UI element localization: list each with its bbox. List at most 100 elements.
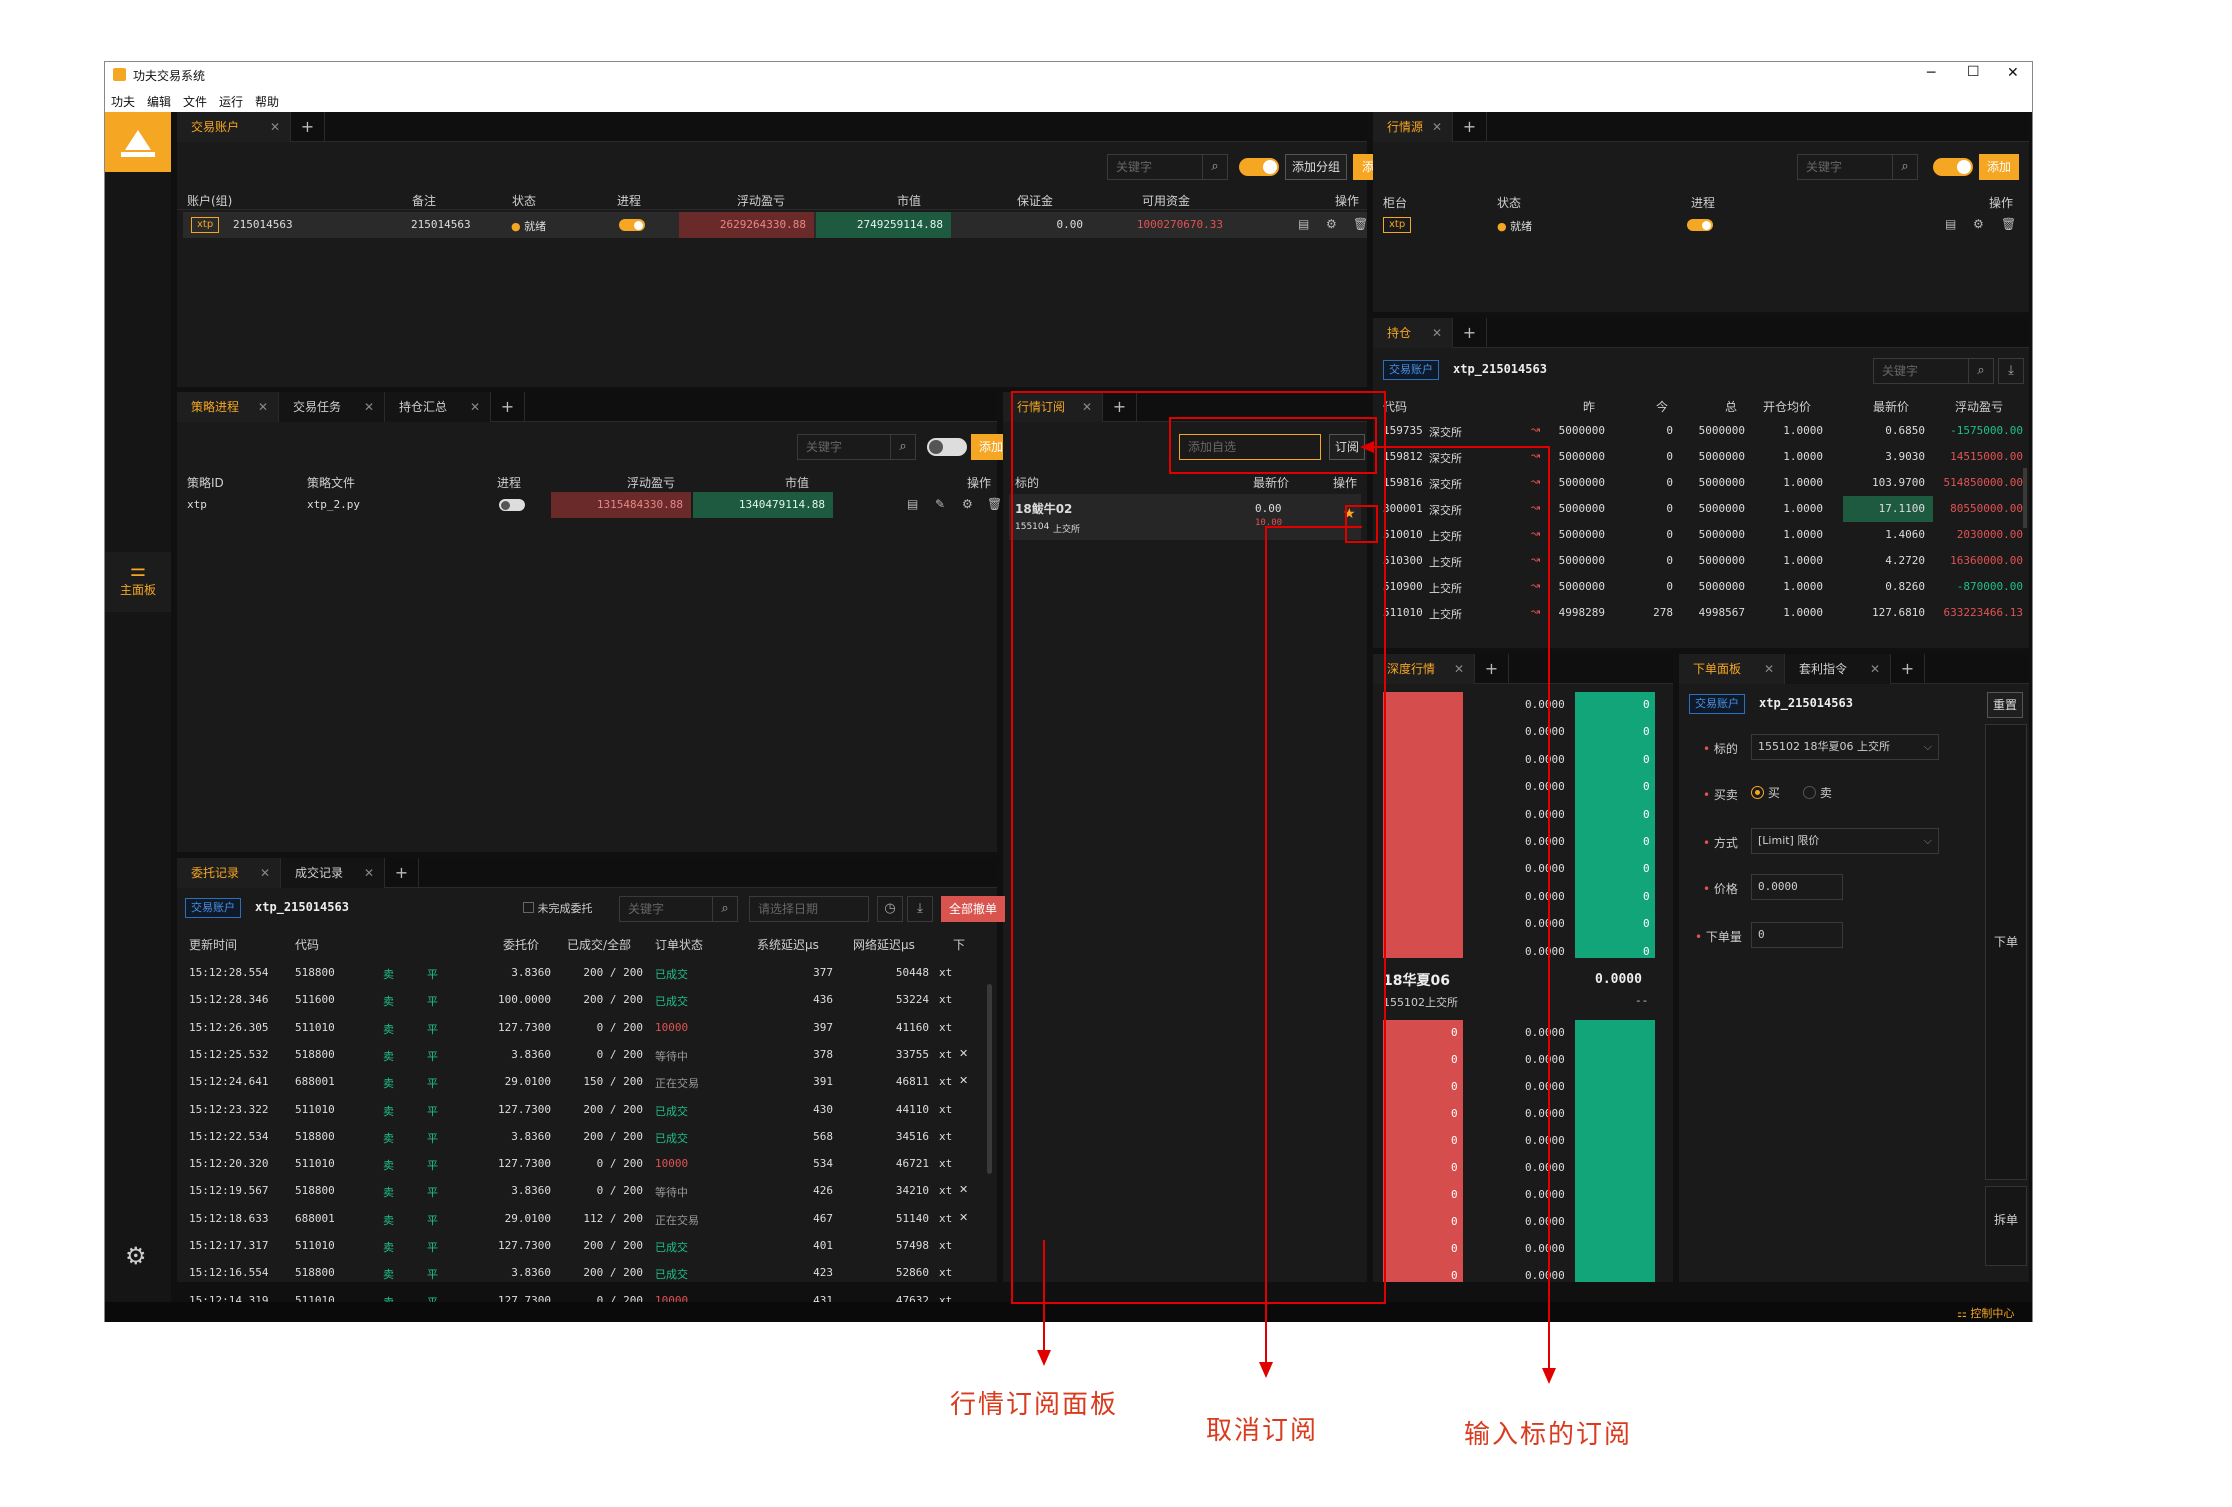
delete-icon[interactable]: 🗑 bbox=[987, 497, 1003, 511]
main-panel-nav[interactable]: ⚌ 主面板 bbox=[105, 552, 171, 612]
strategy-row[interactable]: xtp xtp_2.py 1315484330.88 1340479114.88… bbox=[177, 492, 1002, 518]
account-process-toggle[interactable] bbox=[619, 219, 645, 231]
position-row[interactable]: 511010 上交所 ↝ 4998289 278 4998567 1.0000 127.681… bbox=[1373, 600, 2029, 626]
quantity-input[interactable]: 0 bbox=[1751, 922, 1843, 948]
order-row[interactable]: 15:12:25.532 518800 卖 平 3.8360 0 / 200 等待中 378 3… bbox=[177, 1042, 977, 1068]
tab-strategy-process[interactable]: 策略进程 ✕ bbox=[177, 392, 279, 422]
orders-scrollbar[interactable] bbox=[987, 984, 992, 1174]
source-row[interactable]: xtp ● 就绪 ▤ ⚙ 🗑 bbox=[1373, 212, 2029, 238]
tab-order-records[interactable]: 委托记录 ✕ bbox=[177, 858, 281, 888]
position-row[interactable]: 159735 深交所 ↝ 5000000 0 5000000 1.0000 0.6850 -15… bbox=[1373, 418, 2029, 444]
add-tab-button[interactable]: + bbox=[1453, 318, 1487, 348]
position-row[interactable]: 510900 上交所 ↝ 5000000 0 5000000 1.0000 0.8260 -87… bbox=[1373, 574, 2029, 600]
tab-market-source[interactable]: 行情源 ✕ bbox=[1373, 112, 1453, 142]
menu-edit[interactable]: 编辑 bbox=[147, 95, 172, 109]
strategy-toggle[interactable] bbox=[927, 438, 967, 456]
position-row[interactable]: 510300 上交所 ↝ 5000000 0 5000000 1.0000 4.2720 163… bbox=[1373, 548, 2029, 574]
account-toggle[interactable] bbox=[1239, 158, 1279, 176]
order-row[interactable]: 15:12:17.317 511010 卖 平 127.7300 200 / 200 已成交… bbox=[177, 1233, 977, 1259]
edit-icon[interactable]: ✎ bbox=[935, 497, 946, 511]
date-picker[interactable]: 请选择日期 bbox=[749, 896, 869, 922]
position-row[interactable]: 510010 上交所 ↝ 5000000 0 5000000 1.0000 1.4060 203… bbox=[1373, 522, 2029, 548]
position-search-input[interactable]: 关键字 bbox=[1873, 358, 1969, 384]
order-row[interactable]: 15:12:22.534 518800 卖 平 3.8360 200 / 200 已成交 56… bbox=[177, 1124, 977, 1150]
source-search-input[interactable]: 关键字 bbox=[1797, 154, 1893, 180]
position-row[interactable]: 300001 深交所 ↝ 5000000 0 5000000 1.0000 17.1100 80… bbox=[1373, 496, 2029, 522]
source-toggle[interactable] bbox=[1933, 158, 1973, 176]
subscribe-input[interactable]: 添加自选 bbox=[1179, 434, 1321, 460]
account-search-input[interactable]: 关键字 bbox=[1107, 154, 1203, 180]
tab-trade-account[interactable]: 交易账户 ✕ bbox=[177, 112, 291, 142]
add-source-button[interactable]: 添加 bbox=[1979, 154, 2019, 180]
cancel-order-icon[interactable]: ✕ bbox=[959, 1210, 969, 1224]
order-row[interactable]: 15:12:28.554 518800 卖 平 3.8360 200 / 200 已成交 37… bbox=[177, 960, 977, 986]
search-icon[interactable]: ⌕ bbox=[712, 896, 738, 922]
document-icon[interactable]: ▤ bbox=[1945, 217, 1957, 231]
symbol-select[interactable]: 155102 18华夏06 上交所 ⌵ bbox=[1751, 734, 1939, 760]
add-tab-button[interactable]: + bbox=[1103, 392, 1137, 422]
add-tab-button[interactable]: + bbox=[1891, 654, 1925, 684]
history-icon[interactable]: ◷ bbox=[877, 896, 903, 922]
control-center-link[interactable]: ⚏ 控制中心 bbox=[1957, 1307, 2015, 1320]
download-icon[interactable]: ⤓ bbox=[1998, 358, 2024, 384]
gear-icon[interactable]: ⚙ bbox=[962, 497, 973, 511]
order-row[interactable]: 15:12:18.633 688001 卖 平 29.0100 112 / 200 正在交易… bbox=[177, 1206, 977, 1232]
cancel-order-icon[interactable]: ✕ bbox=[959, 1046, 969, 1060]
kungfu-logo[interactable] bbox=[105, 112, 171, 172]
order-row[interactable]: 15:12:24.641 688001 卖 平 29.0100 150 / 200 正在交易… bbox=[177, 1069, 977, 1095]
account-row[interactable]: xtp 215014563 215014563 ● 就绪 2629264330.… bbox=[183, 212, 1369, 238]
delete-icon[interactable]: 🗑 bbox=[2001, 217, 2017, 231]
cancel-order-icon[interactable]: ✕ bbox=[959, 1183, 969, 1197]
cancel-all-button[interactable]: 全部撤单 bbox=[941, 896, 1005, 922]
strategy-search-input[interactable]: 关键字 bbox=[797, 434, 891, 460]
tab-position[interactable]: 持仓 ✕ bbox=[1373, 318, 1453, 348]
order-row[interactable]: 15:12:28.346 511600 卖 平 100.0000 200 / 200 已成交… bbox=[177, 987, 977, 1013]
document-icon[interactable]: ▤ bbox=[907, 497, 919, 511]
reset-button[interactable]: 重置 bbox=[1987, 692, 2023, 718]
position-scrollbar[interactable] bbox=[2023, 468, 2027, 528]
menu-kungfu[interactable]: 功夫 bbox=[111, 95, 136, 109]
unfinished-checkbox[interactable]: 未完成委托 bbox=[523, 900, 593, 916]
position-row[interactable]: 159816 深交所 ↝ 5000000 0 5000000 1.0000 103.9700 5… bbox=[1373, 470, 2029, 496]
tab-trade-task[interactable]: 交易任务 ✕ bbox=[279, 392, 385, 422]
close-button[interactable]: ✕ bbox=[2007, 65, 2019, 81]
document-icon[interactable]: ▤ bbox=[1298, 217, 1310, 231]
delete-icon[interactable]: 🗑 bbox=[1353, 217, 1369, 231]
search-icon[interactable]: ⌕ bbox=[1202, 154, 1228, 180]
order-row[interactable]: 15:12:23.322 511010 卖 平 127.7300 200 / 200 已成交… bbox=[177, 1097, 977, 1123]
source-process-toggle[interactable] bbox=[1687, 219, 1713, 231]
tab-trade-records[interactable]: 成交记录 ✕ bbox=[281, 858, 385, 888]
add-tab-button[interactable]: + bbox=[491, 392, 525, 422]
add-tab-button[interactable]: + bbox=[1475, 654, 1509, 684]
order-type-select[interactable]: [Limit] 限价 ⌵ bbox=[1751, 828, 1939, 854]
sell-radio[interactable]: 卖 bbox=[1803, 784, 1832, 801]
buy-radio[interactable]: 买 bbox=[1751, 784, 1780, 801]
gear-icon[interactable]: ⚙ bbox=[1973, 217, 1984, 231]
add-tab-button[interactable]: + bbox=[385, 858, 419, 888]
add-tab-button[interactable]: + bbox=[291, 112, 325, 142]
menu-run[interactable]: 运行 bbox=[219, 95, 244, 109]
download-icon[interactable]: ⤓ bbox=[907, 896, 933, 922]
orders-search-input[interactable]: 关键字 bbox=[619, 896, 713, 922]
menu-file[interactable]: 文件 bbox=[183, 95, 208, 109]
minimize-button[interactable]: ─ bbox=[1927, 65, 1936, 81]
settings-icon[interactable]: ⚙ bbox=[125, 1242, 147, 1270]
add-group-button[interactable]: 添加分组 bbox=[1285, 154, 1347, 180]
submit-order-button[interactable]: 下单 bbox=[1985, 724, 2027, 1180]
search-icon[interactable]: ⌕ bbox=[1892, 154, 1918, 180]
cancel-order-icon[interactable]: ✕ bbox=[959, 1074, 969, 1088]
tab-order-entry[interactable]: 下单面板 ✕ bbox=[1679, 654, 1785, 684]
gear-icon[interactable]: ⚙ bbox=[1326, 217, 1337, 231]
order-row[interactable]: 15:12:16.554 518800 卖 平 3.8360 200 / 200 已成交 42… bbox=[177, 1260, 977, 1286]
tab-arbitrage[interactable]: 套利指令 ✕ bbox=[1785, 654, 1891, 684]
position-row[interactable]: 159812 深交所 ↝ 5000000 0 5000000 1.0000 3.9030 145… bbox=[1373, 444, 2029, 470]
search-icon[interactable]: ⌕ bbox=[1968, 358, 1994, 384]
subscribe-row[interactable]: 18鲅牛02 155104 上交所 0.00 10.00 ★ bbox=[1009, 494, 1361, 540]
price-input[interactable]: 0.0000 bbox=[1751, 874, 1843, 900]
order-row[interactable]: 15:12:26.305 511010 卖 平 127.7300 0 / 200 10000… bbox=[177, 1015, 977, 1041]
tab-depth[interactable]: 深度行情 ✕ bbox=[1373, 654, 1475, 684]
split-order-button[interactable]: 拆单 bbox=[1985, 1186, 2027, 1266]
tab-market-subscribe[interactable]: 行情订阅 ✕ bbox=[1003, 392, 1103, 422]
order-row[interactable]: 15:12:20.320 511010 卖 平 127.7300 0 / 200 10000… bbox=[177, 1151, 977, 1177]
tab-position-summary[interactable]: 持仓汇总 ✕ bbox=[385, 392, 491, 422]
